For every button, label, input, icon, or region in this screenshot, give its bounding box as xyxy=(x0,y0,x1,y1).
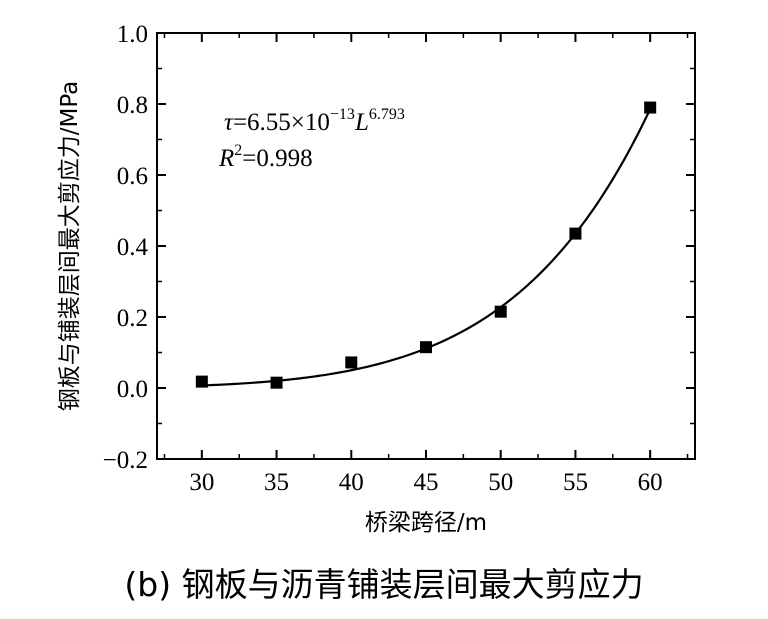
r-value: =0.998 xyxy=(242,145,312,172)
data-point xyxy=(195,375,208,388)
data-point xyxy=(569,227,582,240)
y-tick-label: 0.8 xyxy=(117,92,148,119)
x-tick-label: 30 xyxy=(189,469,214,496)
x-tick-label: 45 xyxy=(414,469,439,496)
x-tick-label: 40 xyxy=(339,469,364,496)
r-superscript: 2 xyxy=(234,142,242,159)
data-point xyxy=(420,341,432,354)
y-axis-title: 钢板与铺装层间最大剪应力/MPa xyxy=(57,81,83,412)
r-symbol: R xyxy=(218,145,234,172)
x-tick-label: 55 xyxy=(563,469,588,496)
data-point xyxy=(644,101,657,114)
eq-tau: τ xyxy=(224,109,234,136)
y-tick-label: 0.2 xyxy=(117,305,148,332)
y-tick-label: −0.2 xyxy=(103,447,148,474)
data-points xyxy=(195,101,657,389)
data-point xyxy=(345,356,358,369)
x-axis-title: 桥梁跨径/m xyxy=(365,510,487,536)
eq-L: L xyxy=(354,109,369,136)
figure-caption: (b) 钢板与沥青铺装层间最大剪应力 xyxy=(124,565,644,604)
x-tick-labels: 30 35 40 45 50 55 60 xyxy=(189,469,662,496)
plot-frame xyxy=(156,32,696,460)
eq-exponent-2: 6.793 xyxy=(369,106,405,123)
x-tick-label: 35 xyxy=(264,469,289,496)
data-point xyxy=(270,376,283,389)
fit-equation: τ=6.55×10−13L6.793 xyxy=(224,106,405,136)
eq-exponent-1: −13 xyxy=(330,106,355,123)
y-tick-label: 1.0 xyxy=(117,21,148,48)
x-tick-label: 50 xyxy=(488,469,513,496)
chart: 30 35 40 45 50 55 60 −0.2 0.0 0.2 0.4 0.6 0.8 1.0 桥梁… xyxy=(57,21,696,536)
data-point xyxy=(494,305,507,318)
y-tick-label: 0.4 xyxy=(117,234,149,261)
y-tick-label: 0.0 xyxy=(117,376,148,403)
y-tick-label: 0.6 xyxy=(117,163,148,190)
y-tick-labels: −0.2 0.0 0.2 0.4 0.6 0.8 1.0 xyxy=(103,21,149,474)
x-tick-label: 60 xyxy=(638,469,663,496)
ticks xyxy=(157,32,695,460)
r-squared: R2=0.998 xyxy=(218,142,313,172)
eq-coefficient: =6.55×10 xyxy=(233,109,330,136)
